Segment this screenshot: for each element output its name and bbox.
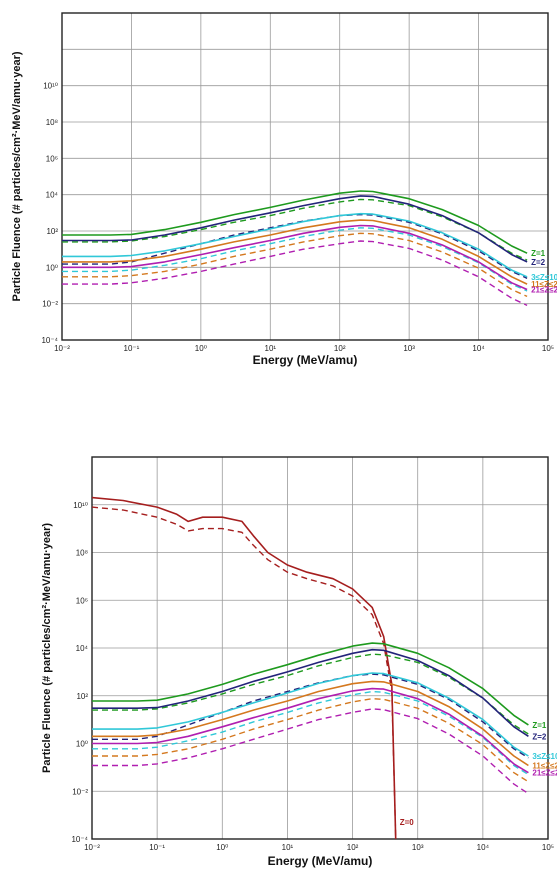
series-line (62, 212, 528, 278)
series-line (92, 642, 529, 726)
series-group (62, 190, 528, 307)
chart-bottom: 10⁻² 10⁻¹ 10⁰ 10¹ 10² 10³ 10⁴ 10⁵10⁻⁴10⁻²10⁰10²… (41, 456, 557, 868)
x-tick-label: 10² (334, 344, 346, 353)
y-tick-label: 10⁴ (76, 644, 89, 653)
series-line (62, 240, 528, 307)
y-tick-label: 10⁶ (76, 596, 88, 605)
x-tick-label: 10⁻¹ (149, 843, 165, 852)
series-line (92, 506, 397, 839)
series-line (92, 698, 529, 783)
grid (61, 12, 549, 341)
series-label: Z=0 (400, 818, 415, 827)
y-tick-label: 10⁻² (72, 787, 88, 796)
y-tick-label: 10⁻² (42, 300, 58, 309)
x-tick-label: 10³ (412, 843, 424, 852)
y-tick-label: 10² (76, 692, 88, 701)
series-line (62, 198, 528, 261)
y-tick-label: 10⁰ (76, 740, 88, 749)
series-line (92, 687, 529, 774)
y-tick-label: 10⁻⁴ (71, 835, 88, 844)
x-axis-label: Energy (MeV/amu) (268, 854, 373, 868)
y-tick-label: 10⁶ (46, 154, 58, 163)
x-tick-label: 10⁴ (472, 344, 485, 353)
series-line (92, 648, 529, 737)
series-line (62, 195, 528, 263)
grid (91, 456, 549, 840)
series-line (62, 224, 528, 291)
x-tick-label: 10³ (403, 344, 415, 353)
x-tick-label: 10⁰ (216, 843, 228, 852)
series-line (92, 708, 529, 795)
x-tick-label: 10⁻¹ (124, 344, 140, 353)
x-tick-label: 10⁵ (542, 344, 554, 353)
x-axis-label: Energy (MeV/amu) (253, 353, 358, 367)
y-tick-label: 10⁸ (46, 118, 58, 127)
series-line (62, 227, 528, 292)
series-label: 3≤Z≤10 (532, 752, 557, 761)
y-tick-label: 10⁻⁴ (41, 336, 58, 345)
series-label: Z=1 (532, 721, 547, 730)
series-line (62, 219, 528, 285)
plot-frame (91, 456, 549, 840)
series-label: 11≤Z≤20 (532, 761, 557, 770)
series-label: 21≤Z≤28 (532, 769, 557, 778)
x-tick-label: 10¹ (265, 344, 277, 353)
x-tick-label: 10¹ (282, 843, 294, 852)
series-label: 3≤Z≤10 (531, 273, 557, 282)
series-label: Z=2 (531, 258, 546, 267)
series-label: Z=2 (532, 732, 547, 741)
series-label: Z=1 (531, 249, 546, 258)
y-tick-label: 10⁰ (46, 263, 58, 272)
y-tick-label: 10¹⁰ (73, 501, 88, 510)
x-tick-label: 10⁰ (195, 344, 207, 353)
chart-top: 10⁻² 10⁻¹ 10⁰ 10¹ 10² 10³ 10⁴ 10⁵10⁻⁴10⁻²10⁰10²… (11, 12, 557, 367)
series-line (92, 653, 529, 735)
plot-frame (61, 12, 549, 341)
y-tick-label: 10⁸ (76, 549, 88, 558)
y-tick-label: 10¹⁰ (43, 82, 58, 91)
y-tick-label: 10² (46, 227, 58, 236)
x-tick-label: 10⁵ (542, 843, 554, 852)
x-tick-label: 10⁴ (477, 843, 490, 852)
series-line (92, 672, 529, 757)
series-line (92, 690, 529, 776)
series-line (92, 680, 529, 767)
y-axis-label: Particle Fluence (# particles/cm²·MeV/am… (41, 523, 53, 773)
x-tick-label: 10² (347, 843, 359, 852)
series-label: 11≤Z≤20 (531, 280, 557, 289)
series-line (62, 232, 528, 298)
series-label: 21≤Z≤28 (531, 286, 557, 295)
y-tick-label: 10⁴ (46, 191, 59, 200)
x-tick-label: 10⁻² (84, 843, 100, 852)
y-axis-label: Particle Fluence (# particles/cm²·MeV/am… (11, 51, 23, 301)
x-tick-label: 10⁻² (54, 344, 70, 353)
series-line (92, 496, 397, 839)
series-group (92, 496, 529, 839)
series-line (62, 190, 528, 254)
